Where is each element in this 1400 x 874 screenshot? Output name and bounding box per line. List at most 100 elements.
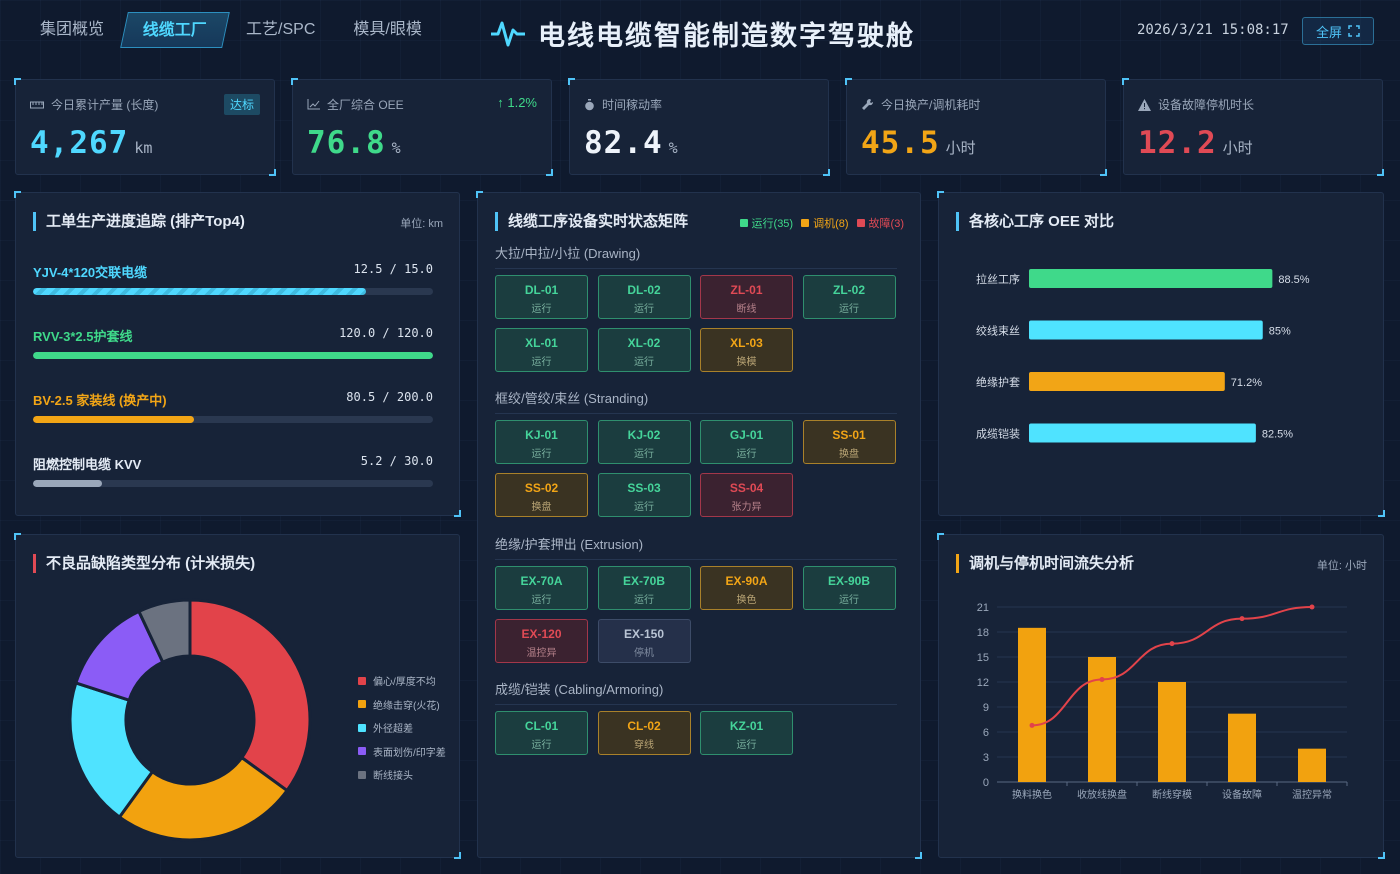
oee-bar[interactable] (1029, 423, 1256, 443)
machine-status: 温控异 (526, 648, 557, 659)
machine-tile[interactable]: XL-02 运行 (597, 328, 691, 372)
loss-bar[interactable] (1298, 748, 1326, 782)
machine-status: 运行 (531, 740, 552, 751)
machine-tile[interactable]: SS-01 换盘 (802, 420, 896, 464)
order-name: YJV-4*120交联电缆 (33, 265, 148, 280)
machine-tile[interactable]: SS-04 张力异 (700, 473, 793, 517)
machine-tile[interactable]: GJ-01 运行 (700, 420, 793, 464)
machine-tile[interactable]: EX-70A 运行 (495, 566, 588, 610)
oee-bar[interactable] (1029, 320, 1263, 340)
order-progress-row: YJV-4*120交联电缆 12.5 / 15.0 (33, 262, 433, 295)
machine-tile[interactable]: SS-02 换盘 (495, 473, 588, 517)
legend-item: 外径超差 (358, 716, 446, 740)
machine-tile[interactable]: KJ-01 运行 (495, 420, 588, 464)
kpi-value: 45.5 小时 (861, 125, 976, 161)
kpi-value: 76.8% (307, 125, 401, 161)
oee-comparison-panel: 各核心工序 OEE 对比 拉丝工序 88.5% 绞线束丝 85% 绝缘护套 71.2% 成缆… (937, 191, 1385, 517)
loss-bar[interactable] (1158, 682, 1186, 782)
loss-bar[interactable] (1088, 657, 1116, 782)
fullscreen-button[interactable]: 全屏 (1302, 17, 1374, 45)
machine-status: 运行 (736, 740, 757, 751)
machine-status: 运行 (736, 449, 757, 460)
machine-tile[interactable]: XL-03 换模 (700, 328, 793, 372)
legend-swatch (358, 700, 366, 709)
machine-id: ZL-02 (832, 283, 865, 297)
warning-icon (1138, 98, 1151, 111)
kpi-card-changeover: 今日换产/调机耗时 45.5 小时 (845, 78, 1107, 176)
status-legend: 运行(35) 调机(8) 故障(3) (732, 215, 904, 231)
trend-indicator: ↑ 1.2% (497, 95, 537, 110)
machine-status: 运行 (531, 449, 552, 460)
machine-tile[interactable]: EX-90B 运行 (802, 566, 896, 610)
legend-setup: 调机(8) (801, 215, 849, 231)
panel-title: 线缆工序设备实时状态矩阵 (495, 212, 688, 231)
machine-tile[interactable]: SS-03 运行 (597, 473, 691, 517)
machine-tile[interactable]: ZL-01 断线 (700, 275, 793, 319)
loss-bar[interactable] (1228, 713, 1256, 782)
line-point[interactable] (1309, 604, 1315, 610)
machine-tile[interactable]: CL-01 运行 (495, 711, 588, 755)
stopwatch-icon (585, 98, 594, 110)
page-title-wrap: 电线电缆智能制造数字驾驶舱 (490, 14, 915, 53)
machine-tile[interactable]: CL-02 穿线 (597, 711, 691, 755)
machine-status: 换色 (736, 595, 757, 606)
tab-cable-factory[interactable]: 线缆工厂 (120, 12, 230, 48)
machine-tile[interactable]: DL-02 运行 (597, 275, 691, 319)
legend-swatch (358, 770, 366, 779)
defect-donut-chart (68, 598, 312, 842)
y-tick-label: 18 (977, 627, 989, 639)
header: 集团概览 线缆工厂 工艺/SPC 模具/眼模 电线电缆智能制造数字驾驶舱 202… (0, 0, 1400, 62)
machine-tile[interactable]: XL-01 运行 (495, 328, 588, 372)
y-tick-label: 3 (983, 752, 989, 764)
oee-bar[interactable] (1029, 372, 1225, 391)
panel-title: 工单生产进度追踪 (排产Top4) (33, 212, 245, 231)
machine-id: EX-150 (623, 627, 665, 641)
donut-slice[interactable] (117, 755, 290, 842)
legend-item: 断线接头 (358, 763, 446, 787)
oee-bar[interactable] (1029, 269, 1273, 288)
donut-slice[interactable] (188, 598, 312, 793)
machine-tile[interactable]: KZ-01 运行 (700, 711, 793, 755)
y-tick-label: 21 (977, 602, 989, 614)
tab-label: 工艺/SPC (246, 21, 316, 38)
wrench-icon (862, 98, 874, 110)
legend-label: 偏心/厚度不均 (373, 677, 436, 689)
tab-mold-die[interactable]: 模具/眼模 (335, 12, 439, 48)
panel-title: 各核心工序 OEE 对比 (956, 212, 1114, 231)
machine-id: SS-01 (832, 428, 866, 442)
machine-tile[interactable]: ZL-02 运行 (802, 275, 896, 319)
panel-title: 调机与停机时间流失分析 (956, 554, 1134, 573)
line-point[interactable] (1099, 677, 1105, 682)
machine-status: 运行 (634, 357, 654, 368)
machine-tile[interactable]: EX-120 温控异 (495, 619, 588, 663)
defect-distribution-panel: 不良品缺陷类型分布 (计米损失) 偏心/厚度不均 绝缘击穿(火花) 外径超差 表面划伤… (14, 533, 461, 859)
line-point[interactable] (1029, 722, 1035, 728)
machine-tile[interactable]: DL-01 运行 (495, 275, 588, 319)
machine-tile[interactable]: EX-70B 运行 (597, 566, 691, 610)
tab-group-overview[interactable]: 集团概览 (22, 12, 122, 48)
line-point[interactable] (1239, 616, 1245, 622)
order-quantity: 120.0 / 120.0 (339, 326, 433, 340)
machine-id: XL-02 (627, 336, 661, 350)
line-point[interactable] (1169, 641, 1175, 647)
kpi-value: 82.4% (584, 125, 678, 161)
tab-process-spc[interactable]: 工艺/SPC (228, 12, 333, 48)
machine-id: EX-90B (827, 574, 871, 588)
machine-id: EX-70A (520, 574, 563, 588)
donut-slice[interactable] (136, 598, 192, 665)
machine-id: EX-120 (521, 627, 562, 641)
machine-id: SS-02 (524, 481, 559, 495)
machine-tile[interactable]: EX-90A 换色 (700, 566, 793, 610)
machine-id: GJ-01 (729, 428, 764, 442)
loss-bar[interactable] (1018, 627, 1046, 782)
value-label: 85% (1269, 326, 1291, 338)
machine-id: KJ-01 (525, 428, 558, 442)
category-label: 绝缘护套 (976, 375, 1020, 389)
kpi-value: 4,267 km (30, 125, 153, 161)
expand-icon (1348, 25, 1360, 37)
machine-tile[interactable]: EX-150 停机 (597, 619, 691, 663)
machine-id: XL-01 (525, 336, 558, 350)
machine-tile[interactable]: KJ-02 运行 (597, 420, 691, 464)
kpi-label: 时间稼动率 (602, 98, 663, 112)
machine-status: 停机 (634, 648, 654, 659)
